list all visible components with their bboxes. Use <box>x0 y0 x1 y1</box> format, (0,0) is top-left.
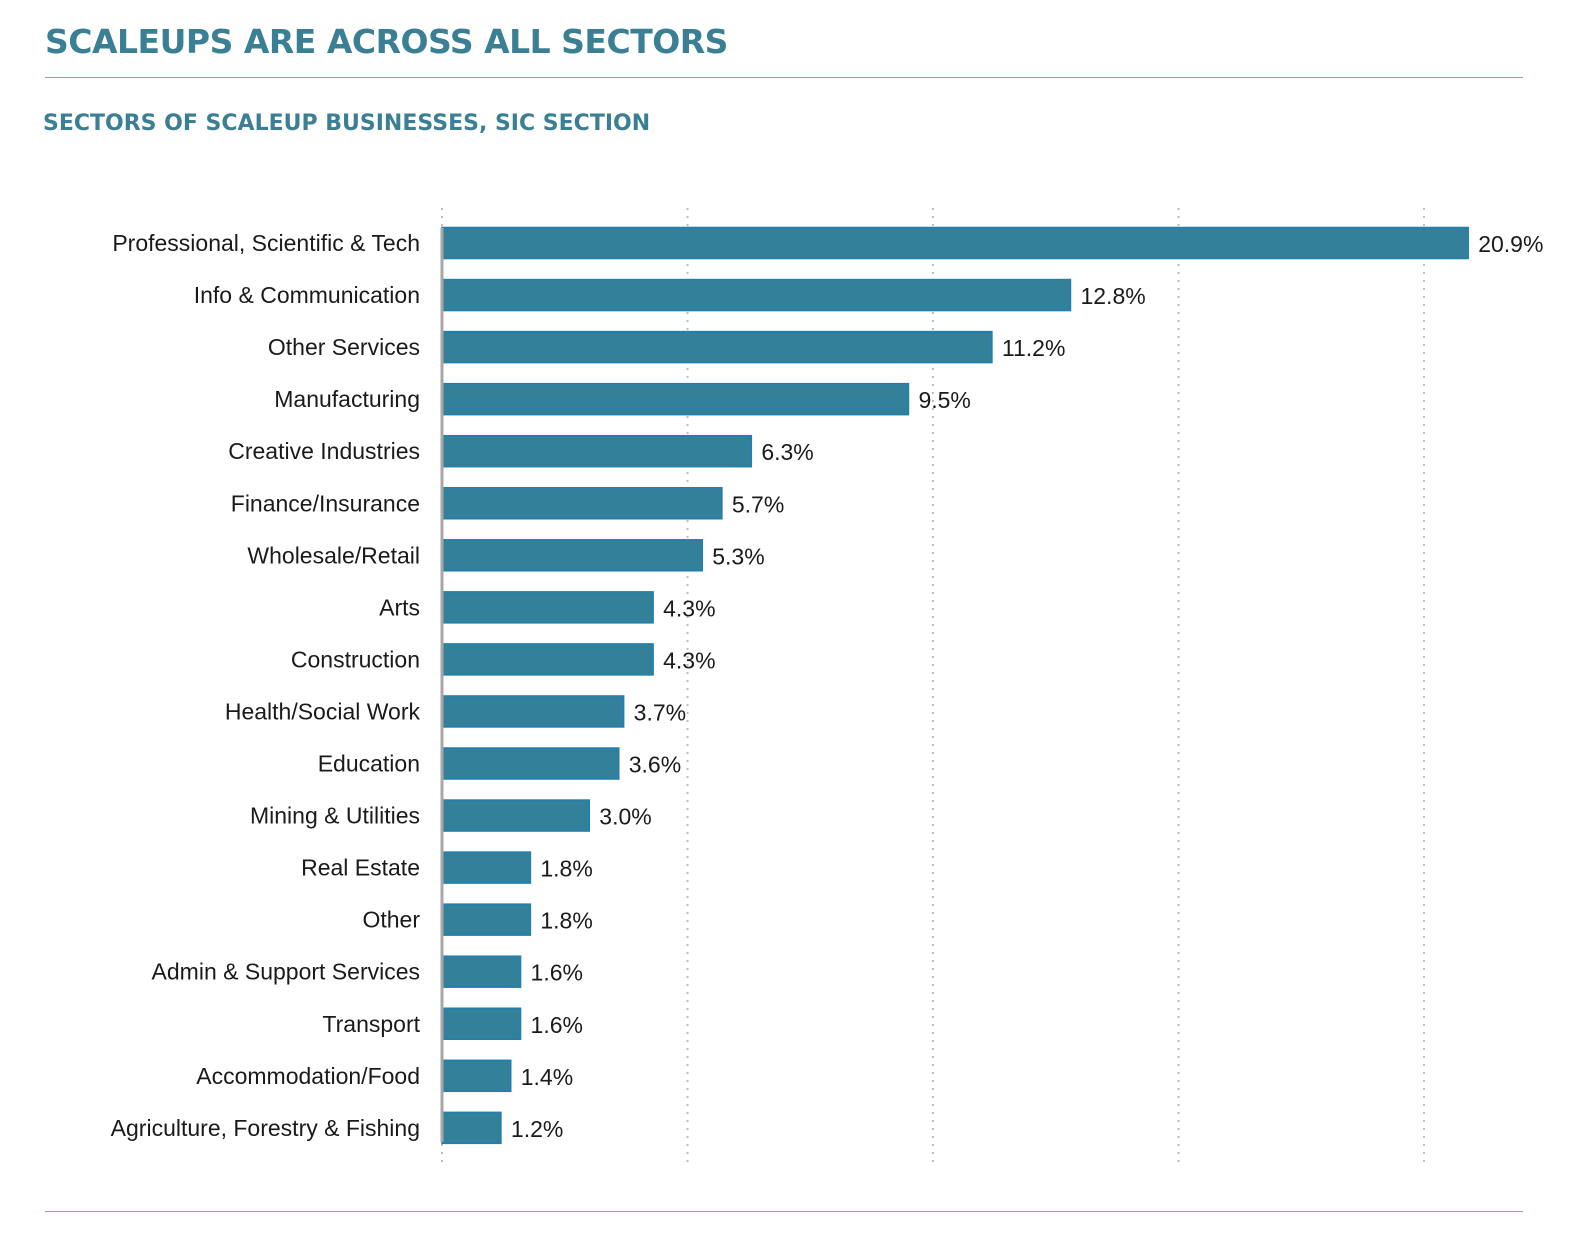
bar <box>441 799 591 832</box>
category-label: Construction <box>291 646 420 672</box>
category-label: Health/Social Work <box>225 698 421 724</box>
value-label: 4.3% <box>663 647 715 673</box>
value-label: 1.8% <box>540 908 592 934</box>
bar <box>441 955 522 988</box>
value-labels: 20.9% 12.8% 11.2% 9.5% 6.3% 5.7% 5.3% 4.3% 4.3% 3… <box>511 231 1543 1142</box>
value-label: 3.6% <box>629 752 681 778</box>
category-label: Real Estate <box>301 855 420 881</box>
bar <box>441 747 620 780</box>
category-label: Professional, Scientific & Tech <box>112 230 420 256</box>
bar <box>441 903 532 936</box>
category-label: Mining & Utilities <box>250 803 420 829</box>
category-label: Manufacturing <box>274 386 420 412</box>
category-label: Transport <box>322 1011 420 1037</box>
bars <box>441 226 1469 1145</box>
bar <box>441 487 723 520</box>
value-label: 3.0% <box>599 804 651 830</box>
category-label: Agriculture, Forestry & Fishing <box>111 1115 420 1141</box>
value-label: 1.4% <box>521 1064 573 1090</box>
category-label: Other Services <box>268 334 420 360</box>
value-label: 5.3% <box>712 543 764 569</box>
bar <box>441 226 1469 260</box>
value-label: 1.8% <box>540 856 592 882</box>
footer-divider <box>45 1211 1523 1212</box>
value-label: 9.5% <box>918 387 970 413</box>
bar <box>441 539 703 572</box>
bar <box>441 382 910 416</box>
value-label: 1.6% <box>531 1012 583 1038</box>
page-title: SCALEUPS ARE ACROSS ALL SECTORS <box>45 22 728 61</box>
bar <box>441 434 753 468</box>
value-label: 3.7% <box>634 699 686 725</box>
bar <box>441 1059 512 1093</box>
value-label: 4.3% <box>663 595 715 621</box>
value-label: 1.6% <box>531 960 583 986</box>
bar <box>441 851 532 884</box>
category-label: Accommodation/Food <box>196 1063 420 1089</box>
category-labels: Professional, Scientific & Tech Info & Co… <box>111 230 421 1141</box>
category-label: Education <box>318 751 420 777</box>
value-label: 11.2% <box>1002 335 1066 361</box>
title-divider <box>45 77 1523 78</box>
chart-subtitle: SECTORS OF SCALEUP BUSINESSES, SIC SECTI… <box>43 111 651 136</box>
value-label: 6.3% <box>761 439 813 465</box>
bar <box>441 278 1072 312</box>
bar <box>441 643 654 676</box>
bar <box>441 695 625 728</box>
bar <box>441 330 993 364</box>
category-label: Admin & Support Services <box>152 959 420 985</box>
category-label: Creative Industries <box>228 438 420 464</box>
category-label: Finance/Insurance <box>231 490 420 516</box>
value-label: 1.2% <box>511 1116 563 1142</box>
category-label: Other <box>362 907 420 933</box>
value-label: 5.7% <box>732 491 784 517</box>
bar <box>441 591 654 624</box>
category-label: Arts <box>379 594 420 620</box>
bar <box>441 1007 522 1040</box>
category-label: Wholesale/Retail <box>247 542 420 568</box>
category-label: Info & Communication <box>194 282 420 308</box>
value-label: 12.8% <box>1080 283 1145 309</box>
value-label: 20.9% <box>1478 231 1543 257</box>
bar <box>441 1111 502 1145</box>
